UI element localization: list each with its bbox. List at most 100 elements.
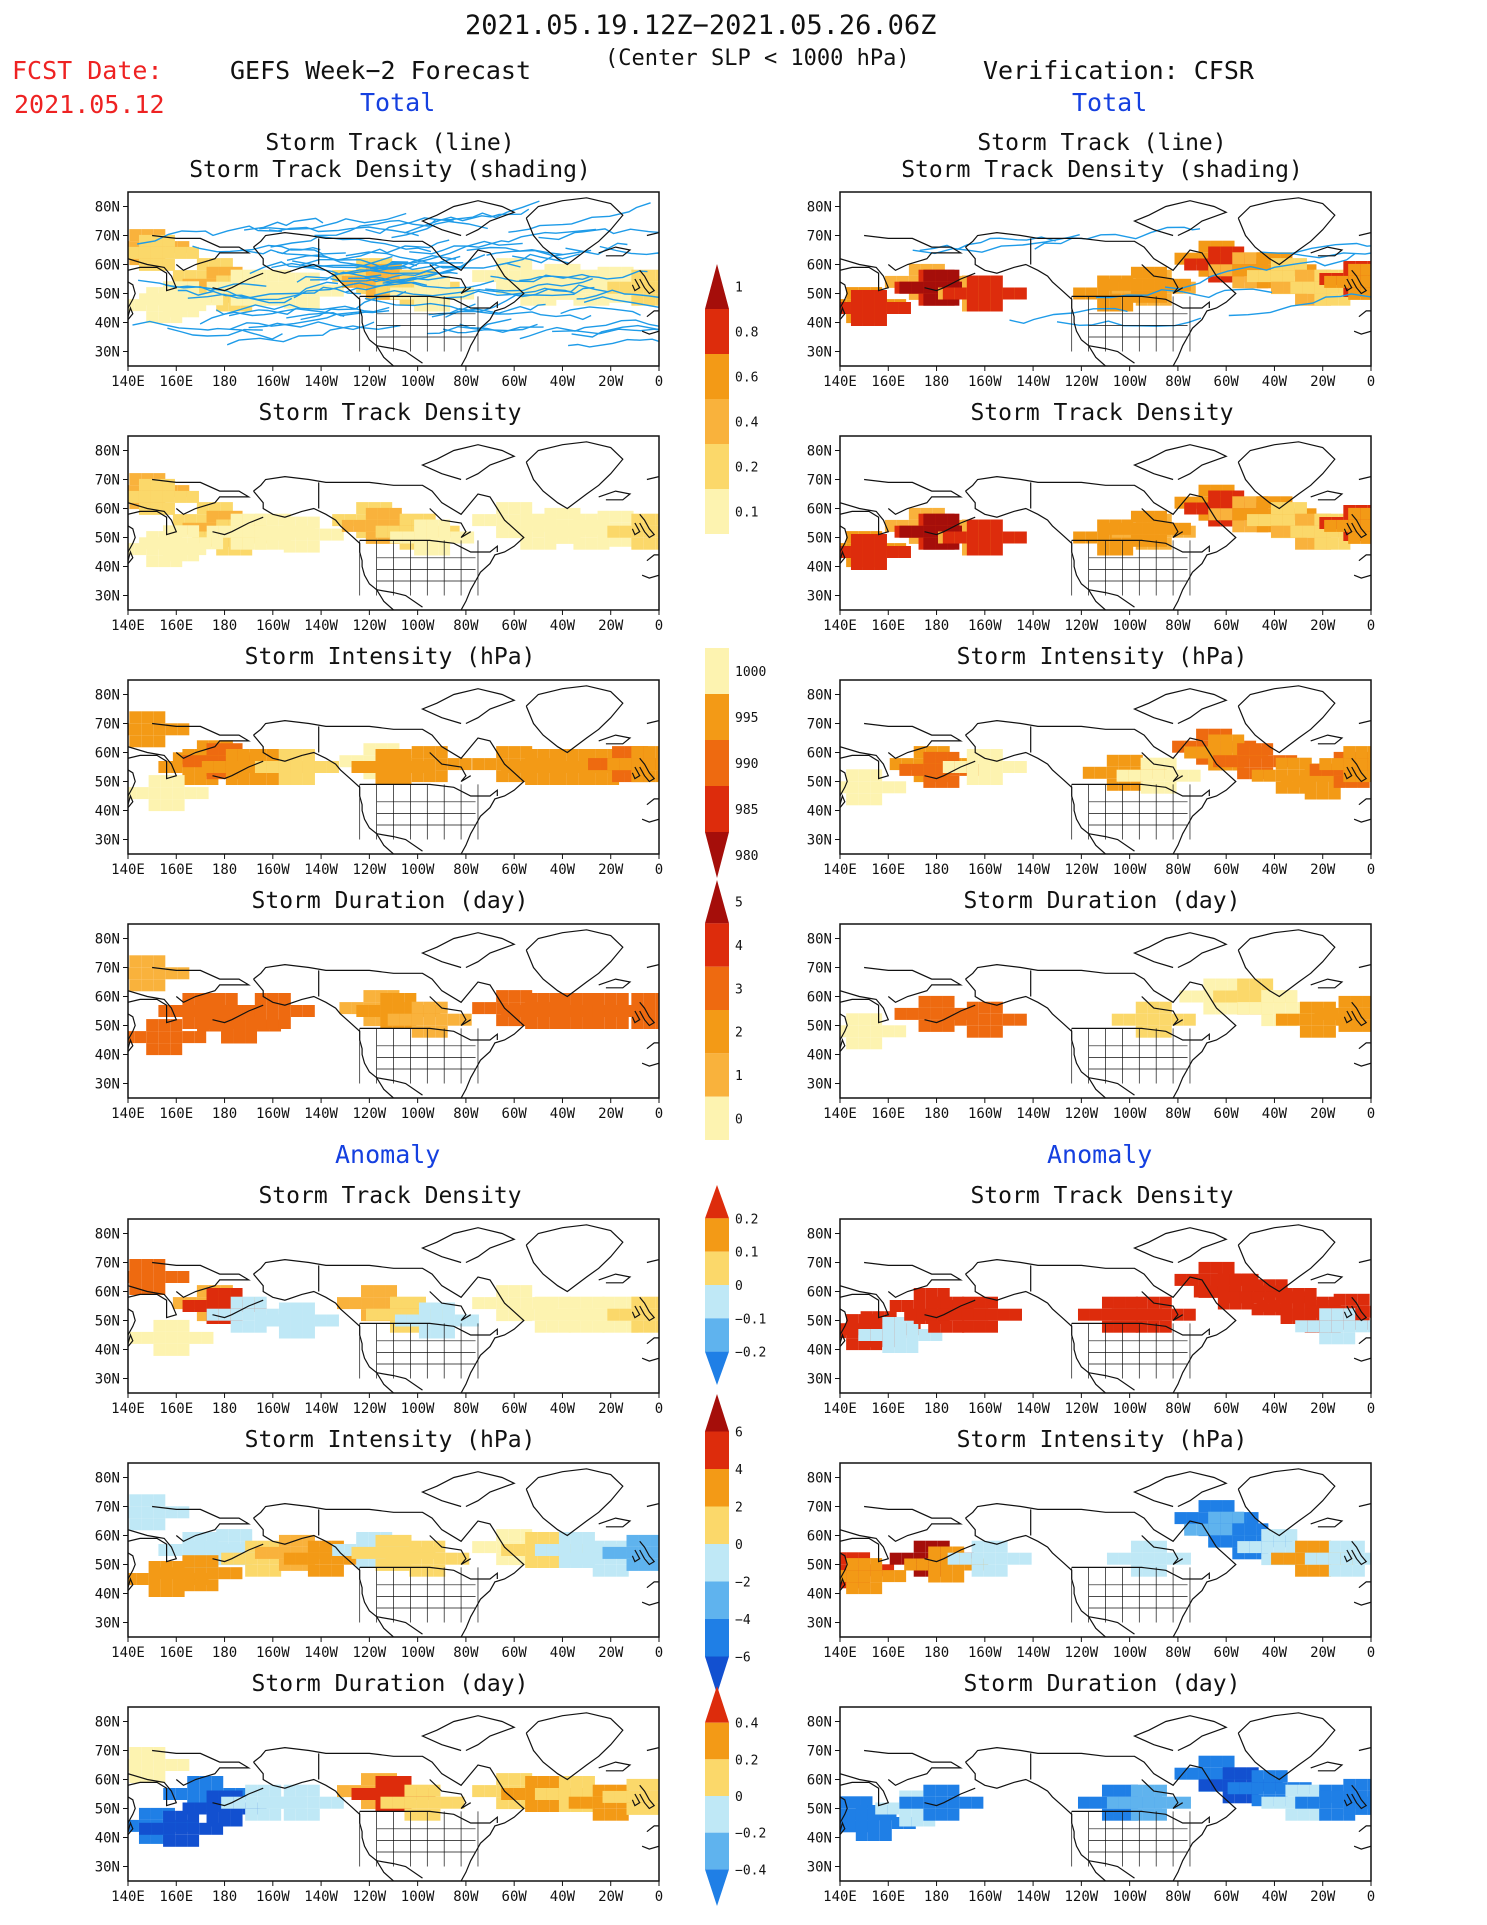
heatmap-cell — [862, 290, 875, 302]
heatmap-cell — [409, 1540, 422, 1553]
heatmap-cell — [237, 749, 250, 761]
heatmap-cell — [887, 1802, 900, 1815]
coastline — [212, 1543, 264, 1563]
heatmap-cell — [129, 723, 142, 736]
heatmap-cell — [148, 775, 161, 788]
coastline — [864, 722, 963, 760]
heatmap-cell — [1184, 258, 1197, 271]
heatmap-cell — [1154, 1552, 1167, 1565]
heatmap-cell — [549, 1532, 562, 1544]
heatmap-cell — [973, 1296, 986, 1309]
colorbar: 1000 995 990 985 980 — [705, 648, 795, 892]
heatmap-cell — [1085, 531, 1098, 544]
heatmap-cell — [175, 1810, 188, 1823]
heatmap-cell — [1014, 531, 1027, 544]
lon-tick-label: 40W — [550, 1401, 576, 1417]
heatmap-cell — [604, 993, 617, 1005]
heatmap-cell — [1179, 990, 1192, 1003]
heatmap-cell — [414, 299, 427, 312]
heatmap-cell — [978, 1013, 991, 1026]
heatmap-cell — [1232, 252, 1245, 265]
heatmap-cell — [375, 1534, 388, 1547]
colorbar-swatch — [705, 786, 729, 832]
heatmap-cell — [638, 1546, 651, 1559]
heatmap-cell — [1263, 1782, 1276, 1795]
heatmap-cell — [1130, 522, 1143, 535]
heatmap-cell — [566, 773, 579, 785]
heatmap-cell — [1375, 1008, 1387, 1020]
heatmap-cell — [520, 502, 533, 515]
heatmap-cell — [266, 537, 279, 550]
heatmap-cell — [1208, 246, 1221, 259]
heatmap-cell — [913, 1540, 926, 1553]
lon-tick-label: 20W — [598, 862, 624, 878]
heatmap-cell — [1222, 1791, 1235, 1804]
heatmap-cell — [240, 1529, 253, 1542]
heatmap-cell — [850, 314, 863, 326]
coastline — [1132, 444, 1228, 481]
heatmap-cell — [1130, 1564, 1143, 1577]
heatmap-cell — [558, 1296, 571, 1309]
coastline — [128, 1773, 178, 1807]
lon-tick-label: 180 — [212, 862, 237, 878]
heatmap-cell — [1232, 1523, 1245, 1536]
coastline — [1358, 1337, 1371, 1345]
coastline — [646, 1503, 659, 1508]
heatmap-cell — [153, 1283, 166, 1295]
heatmap-cell — [983, 1552, 996, 1565]
heatmap-cell — [850, 558, 863, 570]
lat-tick-label: 50N — [807, 775, 832, 791]
coastline — [420, 688, 516, 725]
heatmap-cell — [930, 995, 943, 1008]
lon-tick-label: 140E — [111, 1401, 145, 1417]
coastline — [965, 475, 1237, 610]
lon-tick-label: 60W — [502, 1106, 528, 1122]
lon-tick-label: 80W — [1165, 1401, 1191, 1417]
heatmap-cell — [840, 781, 847, 794]
heatmap-cell — [1299, 1001, 1312, 1014]
heatmap-cell — [1382, 764, 1394, 776]
heatmap-cell — [1101, 1320, 1114, 1333]
heatmap-cell — [597, 534, 610, 547]
heatmap-cell — [177, 1506, 190, 1519]
heatmap-cell — [414, 287, 427, 300]
lon-tick-label: 100W — [1113, 1106, 1147, 1122]
heatmap-cell — [520, 1297, 533, 1310]
heatmap-cell — [913, 746, 926, 759]
heatmap-cell — [1271, 525, 1284, 538]
lon-tick-label: 140W — [1016, 618, 1050, 634]
coastline — [1132, 1471, 1228, 1508]
colorbar-swatch — [705, 1686, 729, 1723]
heatmap-cell — [1232, 508, 1245, 521]
heatmap-cell — [1338, 995, 1351, 1008]
coastline — [1353, 1062, 1371, 1067]
heatmap-cell — [1073, 531, 1086, 544]
heatmap-cell — [361, 1285, 374, 1298]
heatmap-cell — [1237, 1002, 1250, 1015]
heatmap-cell — [170, 1567, 183, 1580]
colorbar-tick-label: 0 — [735, 1112, 743, 1127]
heatmap-cell — [416, 1784, 429, 1797]
storm-track-line — [442, 284, 609, 299]
coastline — [128, 1333, 134, 1347]
heatmap-cell — [266, 1005, 279, 1017]
map-panel: 80N 70N 60N 50N 40N 30N 140E 160E 180 160W 140W 120… — [807, 435, 1375, 634]
heatmap-cell — [846, 1025, 859, 1038]
heatmap-cell — [196, 787, 209, 800]
heatmap-cell — [129, 735, 142, 748]
lon-tick-label: 160W — [968, 1645, 1002, 1661]
coastline — [359, 1027, 498, 1041]
heatmap-cell — [138, 234, 151, 247]
coastline — [1141, 996, 1184, 1027]
heatmap-cell — [187, 1822, 200, 1835]
heatmap-cell — [484, 514, 497, 527]
heatmap-cell — [1280, 775, 1293, 788]
heatmap-cell — [356, 1556, 369, 1568]
colorbar-tick-label: 2 — [735, 1026, 743, 1041]
heatmap-cell — [1142, 1552, 1155, 1565]
heatmap-cell — [604, 1017, 617, 1029]
heatmap-cell — [416, 1808, 429, 1821]
heatmap-cell — [1222, 1767, 1235, 1780]
colorbar-swatch — [705, 880, 729, 924]
heatmap-cell — [1314, 1007, 1327, 1020]
